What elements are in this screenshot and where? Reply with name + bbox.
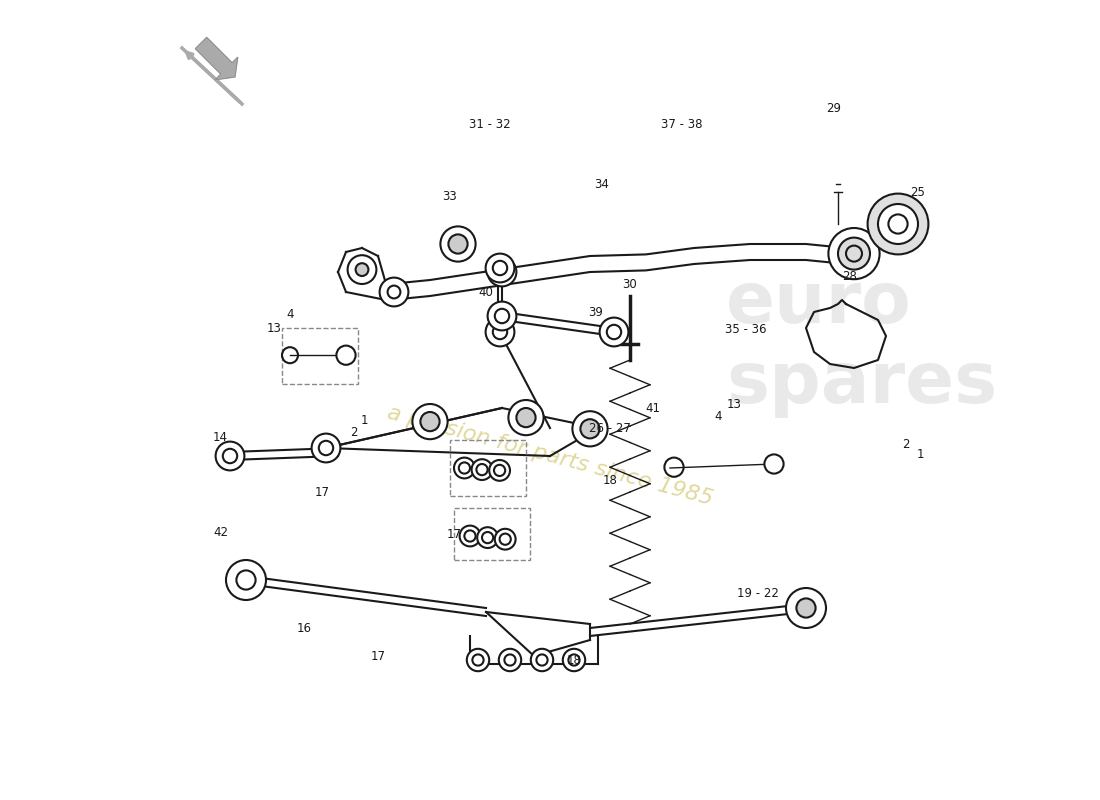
Text: 14: 14	[213, 431, 228, 444]
Circle shape	[495, 529, 516, 550]
Text: 33: 33	[442, 190, 458, 202]
Circle shape	[786, 588, 826, 628]
Text: a passion for parts since 1985: a passion for parts since 1985	[385, 403, 715, 509]
Circle shape	[490, 460, 510, 481]
Text: 30: 30	[623, 278, 637, 290]
Text: 2: 2	[350, 426, 358, 438]
Circle shape	[420, 412, 440, 431]
Text: euro: euro	[726, 270, 912, 338]
Circle shape	[348, 255, 376, 284]
Circle shape	[563, 649, 585, 671]
Text: 1: 1	[916, 448, 924, 461]
Text: 18: 18	[603, 474, 617, 486]
Text: 16: 16	[297, 622, 312, 634]
Circle shape	[440, 226, 475, 262]
Text: 17: 17	[315, 486, 330, 498]
Text: 35 - 36: 35 - 36	[725, 323, 767, 336]
Text: 4: 4	[286, 308, 294, 321]
Polygon shape	[196, 38, 238, 80]
Circle shape	[487, 258, 516, 286]
Circle shape	[460, 526, 481, 546]
Circle shape	[764, 454, 783, 474]
Text: 13: 13	[266, 322, 282, 334]
Text: 37 - 38: 37 - 38	[661, 118, 703, 130]
Circle shape	[600, 318, 628, 346]
Text: 28: 28	[843, 270, 857, 282]
Text: 19 - 22: 19 - 22	[737, 587, 779, 600]
Text: 2: 2	[902, 438, 910, 450]
Circle shape	[379, 278, 408, 306]
Circle shape	[878, 204, 918, 244]
Text: 39: 39	[588, 306, 603, 318]
Circle shape	[311, 434, 340, 462]
Circle shape	[796, 598, 815, 618]
Text: 25: 25	[911, 186, 925, 198]
Circle shape	[828, 228, 880, 279]
Circle shape	[477, 527, 498, 548]
Circle shape	[449, 234, 468, 254]
Circle shape	[487, 302, 516, 330]
Circle shape	[531, 649, 553, 671]
Circle shape	[337, 346, 355, 365]
Circle shape	[412, 404, 448, 439]
Circle shape	[472, 459, 493, 480]
Text: 26 - 27: 26 - 27	[590, 422, 631, 434]
Circle shape	[355, 263, 368, 276]
Circle shape	[226, 560, 266, 600]
Text: 17: 17	[447, 528, 462, 541]
Text: 4: 4	[714, 410, 722, 422]
Text: 31 - 32: 31 - 32	[470, 118, 510, 130]
Text: 29: 29	[826, 102, 842, 114]
Text: 1: 1	[361, 414, 368, 426]
Circle shape	[454, 458, 475, 478]
Circle shape	[572, 411, 607, 446]
Text: 42: 42	[213, 526, 228, 538]
Circle shape	[838, 238, 870, 270]
Circle shape	[466, 649, 490, 671]
Circle shape	[868, 194, 928, 254]
Circle shape	[498, 649, 521, 671]
Circle shape	[485, 318, 515, 346]
Text: 17: 17	[371, 650, 385, 662]
Circle shape	[581, 419, 600, 438]
Text: 18: 18	[566, 654, 582, 666]
Circle shape	[516, 408, 536, 427]
Text: 34: 34	[595, 178, 609, 190]
Circle shape	[216, 442, 244, 470]
Circle shape	[485, 254, 515, 282]
Text: 13: 13	[727, 398, 741, 410]
Text: spares: spares	[726, 350, 997, 418]
Circle shape	[508, 400, 543, 435]
Text: 40: 40	[478, 286, 494, 298]
Text: 41: 41	[645, 402, 660, 414]
